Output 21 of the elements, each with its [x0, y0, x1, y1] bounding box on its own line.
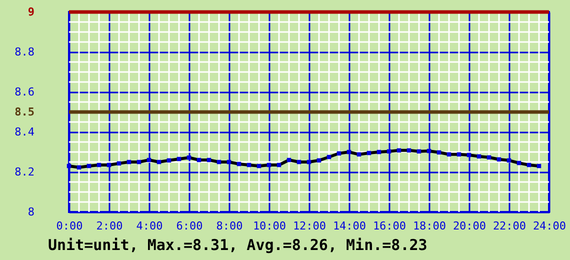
- text: Unit=unit, Max.=8.31, Avg.=8.26, Min.=8.23: [48, 236, 428, 254]
- x-tick-label: 8:00: [216, 220, 243, 232]
- x-tick-label: 2:00: [96, 220, 123, 232]
- x-tick-label: 4:00: [136, 220, 163, 232]
- x-tick-label: 18:00: [412, 220, 446, 232]
- y-tick-label: 9: [28, 6, 34, 18]
- x-tick-label: 6:00: [176, 220, 203, 232]
- x-tick-label: 20:00: [452, 220, 486, 232]
- y-tick-label: 8.8: [14, 46, 34, 58]
- x-tick-label: 10:00: [252, 220, 286, 232]
- x-tick-label: 22:00: [492, 220, 526, 232]
- y-tick-label: 8.6: [14, 86, 34, 98]
- x-tick-label: 0:00: [56, 220, 83, 232]
- y-tick-label: 8.4: [14, 126, 35, 138]
- x-tick-label: 12:00: [292, 220, 326, 232]
- y-tick-label: 8: [28, 206, 34, 218]
- x-tick-label: 14:00: [332, 220, 366, 232]
- y-tick-label: 8.2: [14, 166, 34, 178]
- x-tick-label: 16:00: [372, 220, 406, 232]
- x-tick-label: 24:00: [532, 220, 566, 232]
- y-tick-label: 8.5: [14, 106, 34, 118]
